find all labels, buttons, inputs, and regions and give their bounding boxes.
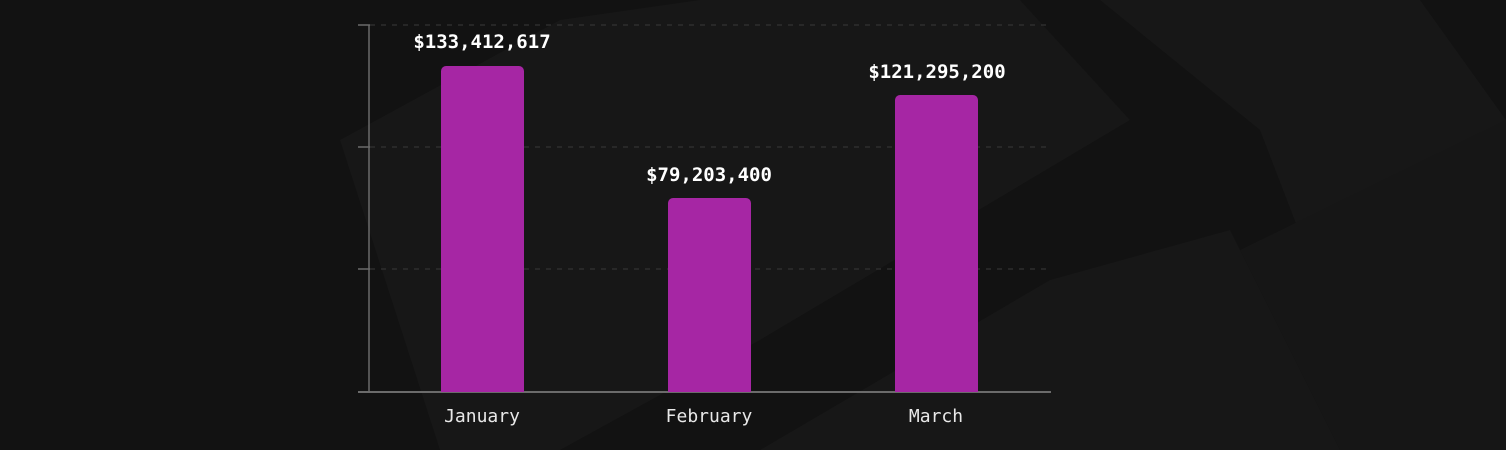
- value-label-march: $121,295,200: [868, 61, 1006, 83]
- value-label-january: $133,412,617: [413, 31, 551, 53]
- x-tick-march: March: [908, 406, 964, 427]
- x-tick-february: February: [665, 406, 753, 427]
- bar-march[interactable]: [895, 95, 978, 392]
- bar-january[interactable]: [441, 66, 524, 392]
- value-label-february: $79,203,400: [646, 164, 772, 186]
- bar-february[interactable]: [668, 198, 751, 392]
- x-tick-january: January: [444, 406, 520, 427]
- y-axis: [358, 24, 370, 392]
